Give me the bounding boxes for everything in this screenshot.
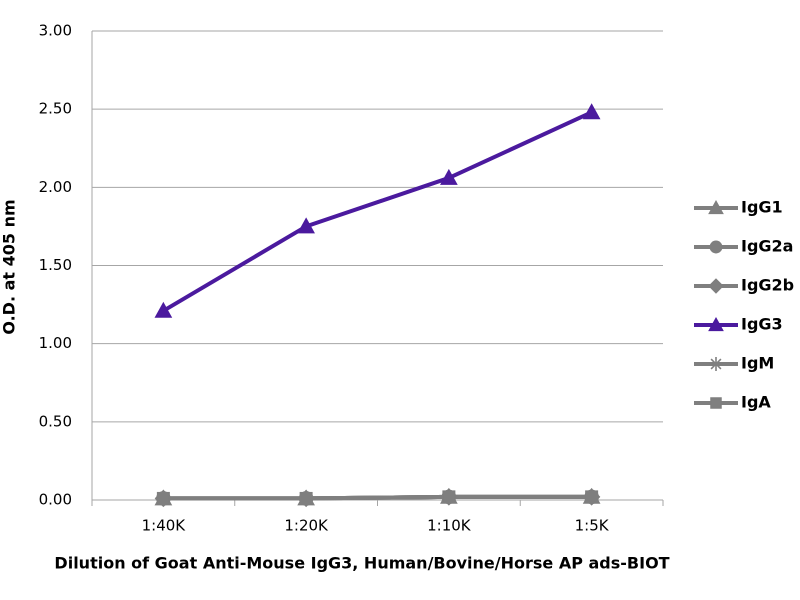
y-tick-label: 0.50 <box>39 412 72 430</box>
y-axis-label: O.D. at 405 nm <box>0 199 19 334</box>
x-axis-label: Dilution of Goat Anti-Mouse IgG3, Human/… <box>54 554 669 573</box>
y-tick-label: 1.00 <box>39 334 72 352</box>
legend-label: IgG1 <box>741 198 783 217</box>
marker <box>440 168 458 185</box>
y-tick-label: 0.00 <box>39 491 72 509</box>
marker <box>442 490 456 504</box>
y-tick-label: 2.50 <box>39 100 72 118</box>
x-tick-label: 1:10K <box>427 517 472 535</box>
marker <box>585 490 599 504</box>
marker <box>708 199 724 215</box>
marker <box>708 278 724 294</box>
marker <box>582 103 601 120</box>
y-tick-label: 1.50 <box>39 256 72 274</box>
legend-label: IgG2a <box>741 237 793 256</box>
series-line <box>162 110 593 313</box>
marker <box>156 491 170 505</box>
legend-label: IgA <box>741 393 771 412</box>
x-tick-label: 1:40K <box>142 517 187 535</box>
legend-label: IgG2b <box>741 276 794 295</box>
marker <box>709 240 723 254</box>
marker <box>299 491 313 505</box>
y-tick-label: 3.00 <box>39 22 72 40</box>
marker <box>708 316 724 332</box>
marker <box>710 397 722 409</box>
series-line <box>163 494 592 501</box>
marker <box>154 301 173 318</box>
legend-label: IgM <box>741 354 774 373</box>
y-tick-label: 2.00 <box>39 178 72 196</box>
x-tick-label: 1:20K <box>284 517 329 535</box>
x-tick-label: 1:5K <box>575 517 610 535</box>
marker <box>297 217 315 234</box>
marker <box>709 357 723 371</box>
legend-label: IgG3 <box>741 315 783 334</box>
